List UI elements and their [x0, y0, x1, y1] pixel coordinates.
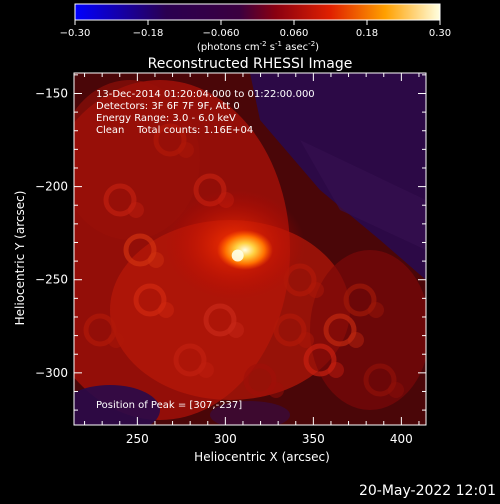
chart-title: Reconstructed RHESSI Image	[148, 56, 353, 72]
colorbar-ticks: −0.30 −0.18 −0.060 0.060 0.18 0.30	[60, 20, 451, 39]
y-axis-label: Heliocentric Y (arcsec)	[13, 191, 27, 326]
colorbar-tick-label: −0.18	[133, 28, 164, 39]
info-line: 13-Dec-2014 01:20:04.000 to 01:22:00.000	[96, 89, 315, 100]
timestamp: 20-May-2022 12:01	[359, 483, 496, 499]
colorbar-units: (photons cm-2 s-1 asec-2)	[197, 40, 319, 53]
y-axis: −150 −200 −250 −300	[35, 74, 426, 411]
info-block: 13-Dec-2014 01:20:04.000 to 01:22:00.000…	[96, 89, 315, 136]
colorbar-tick-label: 0.30	[429, 28, 451, 39]
y-tick-label: −300	[35, 366, 68, 380]
plot-frame	[73, 72, 427, 426]
info-line: Detectors: 3F 6F 7F 9F, Att 0	[96, 101, 240, 112]
x-tick-label: 250	[126, 432, 149, 446]
y-tick-label: −150	[35, 86, 68, 100]
heatmap-image	[74, 73, 426, 425]
colorbar-tick-label: 0.18	[356, 28, 378, 39]
colorbar-tick-label: −0.060	[202, 28, 239, 39]
info-line: Energy Range: 3.0 - 6.0 keV	[96, 113, 236, 124]
colorbar-tick-label: 0.060	[280, 28, 309, 39]
x-tick-label: 350	[302, 432, 325, 446]
y-tick-label: −200	[35, 180, 68, 194]
y-tick-label: −250	[35, 273, 68, 287]
info-line: Clean Total counts: 1.16E+04	[96, 125, 253, 136]
x-tick-label: 400	[390, 432, 413, 446]
x-axis-label: Heliocentric X (arcsec)	[194, 450, 330, 464]
x-axis: 250 300 350 400	[84, 73, 420, 446]
colorbar-tick-label: −0.30	[60, 28, 91, 39]
x-tick-label: 300	[214, 432, 237, 446]
peak-marker	[231, 249, 244, 262]
peak-label: Position of Peak = [307,-237]	[96, 400, 242, 411]
colorbar	[74, 3, 441, 21]
